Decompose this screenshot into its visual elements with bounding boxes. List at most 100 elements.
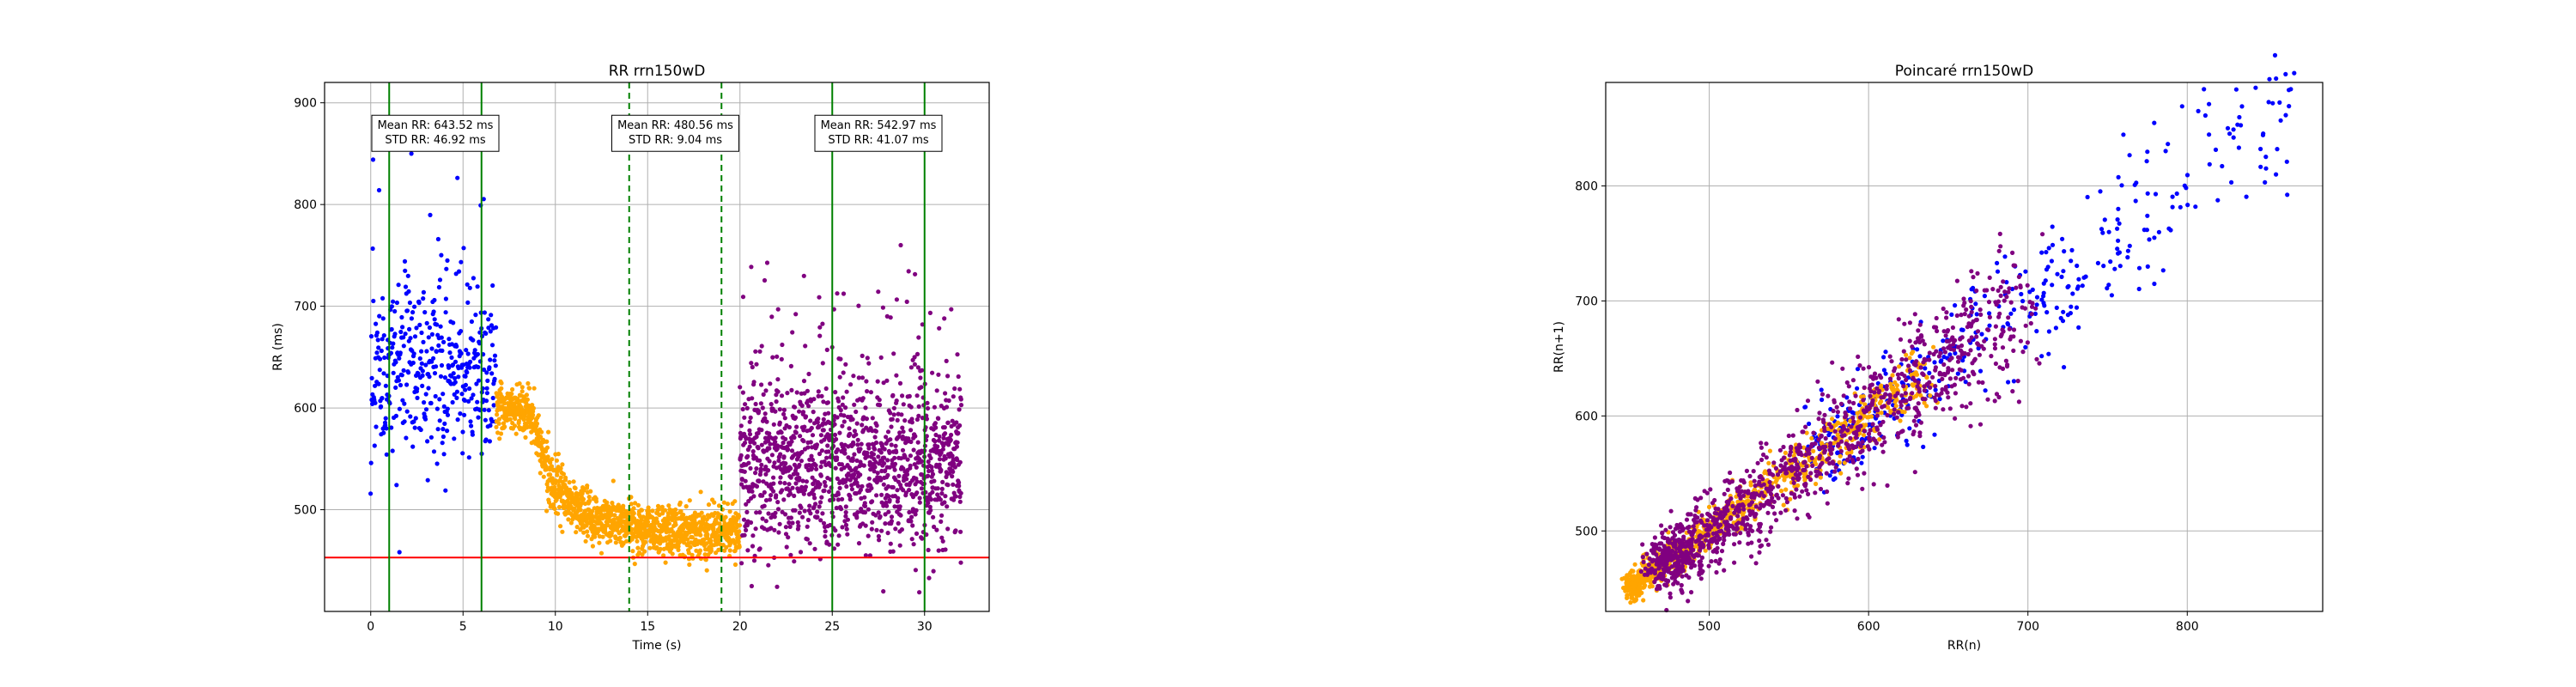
scatter-point: [854, 480, 860, 485]
scatter-point: [2117, 264, 2123, 269]
scatter-point: [1934, 315, 1939, 321]
scatter-point: [836, 398, 841, 404]
scatter-point: [420, 368, 425, 374]
scatter-point: [2236, 145, 2241, 150]
scatter-point: [1834, 404, 1839, 410]
scatter-point: [517, 381, 522, 386]
scatter-point: [2050, 242, 2056, 247]
scatter-point: [823, 534, 828, 539]
scatter-point: [435, 427, 440, 432]
scatter-point: [1782, 474, 1788, 480]
scatter-point: [896, 473, 902, 478]
scatter-point: [550, 502, 556, 508]
scatter-point: [810, 457, 816, 463]
scatter-point: [569, 492, 574, 497]
scatter-point: [688, 544, 693, 550]
scatter-point: [1922, 400, 1927, 405]
scatter-point: [913, 512, 918, 517]
scatter-point: [821, 399, 826, 404]
scatter-point: [550, 457, 555, 462]
scatter-point: [801, 438, 806, 444]
scatter-point: [883, 468, 888, 473]
scatter-point: [456, 269, 462, 274]
scatter-point: [1931, 344, 1936, 350]
scatter-point: [2002, 254, 2008, 259]
scatter-point: [2153, 192, 2159, 197]
scatter-point: [950, 453, 955, 459]
scatter-point: [436, 284, 441, 290]
scatter-point: [454, 344, 459, 349]
scatter-point: [1921, 444, 1926, 450]
scatter-point: [920, 416, 925, 421]
scatter-point: [410, 360, 416, 366]
scatter-point: [1840, 366, 1845, 371]
scatter-point: [476, 415, 481, 420]
scatter-point: [459, 392, 465, 397]
scatter-point: [685, 537, 690, 542]
scatter-point: [403, 284, 409, 289]
scatter-point: [1965, 325, 1970, 330]
scatter-point: [425, 477, 430, 483]
scatter-point: [423, 362, 428, 368]
scatter-point: [442, 421, 447, 426]
scatter-point: [943, 494, 948, 499]
scatter-point: [1842, 433, 1847, 438]
scatter-point: [498, 431, 504, 436]
scatter-point: [544, 467, 550, 472]
scatter-point: [2136, 265, 2142, 271]
scatter-point: [840, 423, 845, 429]
scatter-point: [750, 489, 755, 494]
scatter-point: [1685, 526, 1690, 531]
scatter-point: [372, 443, 377, 448]
scatter-point: [1870, 422, 1875, 427]
scatter-point: [491, 403, 496, 408]
scatter-point: [1990, 287, 1996, 292]
scatter-point: [2116, 206, 2121, 211]
scatter-point: [453, 359, 459, 364]
scatter-point: [893, 443, 898, 448]
scatter-point: [578, 508, 583, 513]
scatter-point: [1964, 307, 1969, 313]
scatter-point: [2046, 329, 2051, 334]
scatter-point: [1895, 372, 1900, 377]
scatter-point: [394, 483, 399, 488]
scatter-point: [767, 431, 772, 436]
grid-lines: [1606, 82, 2323, 611]
scatter-point: [902, 418, 908, 423]
scatter-point: [434, 461, 440, 466]
scatter-point: [462, 412, 467, 417]
scatter-point: [2039, 250, 2044, 255]
scatter-point: [2136, 286, 2142, 292]
scatter-point: [780, 342, 785, 348]
scatter-point: [955, 440, 960, 445]
scatter-point: [368, 491, 374, 496]
scatter-point: [2178, 204, 2183, 210]
scatter-point: [870, 416, 875, 421]
scatter-point: [944, 358, 949, 363]
scatter-point: [818, 433, 824, 438]
scatter-point: [801, 491, 806, 496]
scatter-point: [400, 325, 405, 330]
scatter-point: [900, 393, 905, 398]
scatter-point: [461, 246, 466, 251]
scatter-point: [786, 535, 791, 540]
scatter-point: [2060, 236, 2065, 241]
scatter-point: [563, 475, 568, 480]
scatter-point: [440, 427, 446, 432]
scatter-point: [621, 503, 626, 508]
scatter-point: [767, 459, 772, 464]
scatter-point: [943, 547, 948, 552]
scatter-point: [1825, 501, 1830, 506]
scatter-point: [817, 500, 823, 505]
scatter-point: [794, 390, 799, 395]
scatter-point: [1871, 482, 1876, 487]
scatter-point: [654, 520, 660, 525]
scatter-point: [400, 398, 405, 403]
scatter-point: [749, 583, 755, 589]
scatter-point: [862, 495, 867, 500]
scatter-point: [807, 503, 812, 508]
scatter-point: [1995, 269, 2001, 274]
scatter-point: [1781, 502, 1786, 508]
scatter-point: [439, 252, 444, 258]
scatter-point: [724, 544, 729, 550]
